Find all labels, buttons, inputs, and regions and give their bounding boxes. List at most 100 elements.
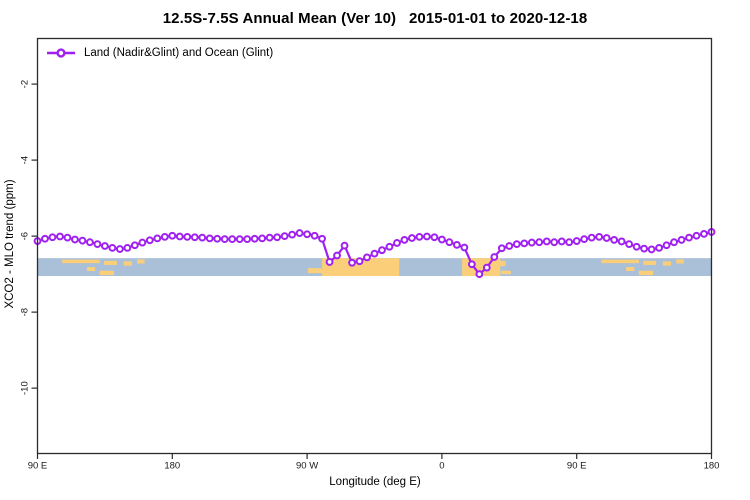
chart-title: 12.5S-7.5S Annual Mean (Ver 10) 2015-01-… [162, 10, 588, 27]
data-point [48, 233, 57, 242]
data-point [153, 234, 162, 243]
data-point [93, 240, 102, 248]
data-point [86, 238, 94, 247]
x-tick-label: 90 W [296, 461, 318, 472]
data-point [572, 237, 581, 245]
data-point [512, 240, 521, 248]
data-point [550, 238, 559, 247]
land-patch [99, 270, 114, 276]
data-point [258, 234, 267, 243]
land-patch [104, 260, 117, 265]
data-point [415, 232, 424, 241]
data-point [183, 232, 192, 241]
data-point [363, 253, 371, 262]
data-point [640, 244, 648, 253]
data-point [595, 232, 604, 241]
data-point [580, 235, 589, 244]
data-point [520, 239, 529, 248]
data-point [303, 230, 312, 239]
data-point [265, 233, 274, 242]
land-patch [638, 270, 654, 276]
data-point [333, 251, 341, 260]
data-point [108, 244, 117, 252]
y-tick-label: -10 [20, 381, 31, 395]
data-point [692, 231, 701, 240]
y-tick-label: -6 [20, 232, 31, 240]
land-patch [662, 261, 672, 266]
x-tick-label: 90 E [567, 461, 587, 472]
data-point [340, 241, 349, 250]
data-point [677, 236, 686, 244]
data-point [535, 238, 544, 247]
data-point [602, 234, 611, 242]
data-point [78, 236, 87, 245]
data-point [423, 232, 431, 241]
data-point [71, 235, 79, 244]
legend-label: Land (Nadir&Glint) and Ocean (Glint) [84, 46, 274, 59]
data-point [138, 238, 147, 247]
data-point [475, 270, 484, 279]
data-point [228, 235, 237, 244]
data-point [325, 258, 334, 266]
data-point [542, 237, 551, 246]
land-patch [62, 259, 100, 264]
land-patch [601, 259, 639, 264]
land-patch [322, 258, 400, 277]
data-point [220, 235, 229, 244]
y-tick-label: -4 [20, 156, 31, 164]
data-point [445, 238, 454, 247]
x-axis-label: Longitude (deg E) [329, 476, 421, 488]
x-tick-label: 90 E [28, 461, 48, 472]
data-point [310, 231, 319, 240]
x-tick-label: 180 [164, 461, 180, 472]
data-point [370, 249, 379, 258]
data-point [243, 235, 252, 244]
data-point [505, 242, 514, 250]
data-point [123, 244, 132, 252]
data-point [273, 233, 282, 242]
land-patch [643, 260, 657, 265]
plot-frame [36, 37, 713, 455]
data-point [438, 235, 446, 244]
data-point [685, 233, 693, 242]
data-point [205, 234, 214, 243]
land-patch [676, 259, 684, 264]
data-point [527, 238, 536, 247]
land-patch [307, 268, 323, 274]
data-point [235, 235, 244, 244]
data-point [288, 230, 297, 239]
land-patch [86, 267, 96, 272]
data-point [160, 232, 169, 241]
data-point [482, 263, 491, 272]
data-point [625, 240, 634, 248]
data-point [145, 236, 154, 245]
data-point [198, 233, 207, 242]
data-point [56, 232, 64, 241]
data-point [662, 241, 671, 250]
data-point [467, 260, 476, 269]
data-point [280, 232, 289, 241]
data-point [700, 229, 708, 238]
legend: Land (Nadir&Glint) and Ocean (Glint) [46, 45, 273, 60]
data-point [452, 240, 461, 249]
land-patch [137, 259, 145, 264]
y-tick-label: -2 [20, 80, 31, 88]
data-point [130, 241, 139, 250]
data-point [175, 232, 184, 241]
land-patch [626, 267, 635, 272]
data-point [295, 229, 304, 237]
data-point [460, 243, 469, 252]
data-point [250, 234, 259, 243]
legend-line-marker-icon [47, 47, 75, 58]
land-patch [500, 260, 506, 267]
land-patch [123, 261, 132, 266]
data-point [168, 231, 177, 240]
data-point [557, 237, 566, 246]
data-point [617, 237, 626, 246]
data-point [393, 239, 401, 247]
data-point [647, 245, 656, 254]
data-point [41, 234, 49, 243]
data-point [213, 234, 222, 243]
